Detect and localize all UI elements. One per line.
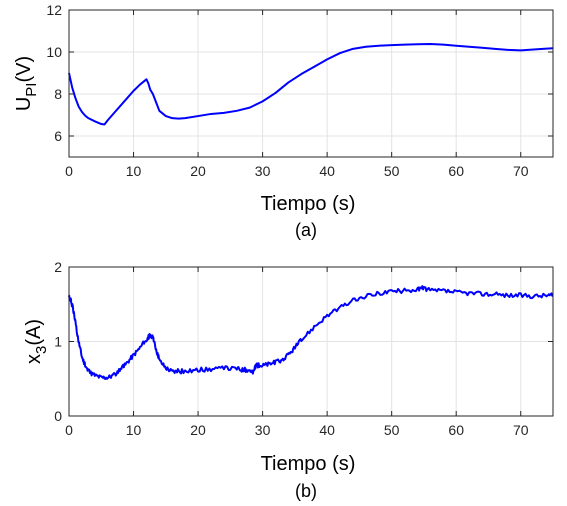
x-tick-label: 70 [513,422,529,438]
y-axis-label: x3(A) [23,319,50,364]
y-tick-label: 6 [54,128,62,144]
x-tick-label: 40 [319,163,335,179]
x-tick-label: 50 [384,422,400,438]
chart-panel-a: 0 10 20 30 40 50 60 70 6 8 10 12 Tiempo (s) UPI(V) (a) [13,2,554,240]
x-tick-label: 10 [126,163,142,179]
x-axis-label: Tiempo (s) [261,193,356,215]
y-tick-label: 0 [54,408,62,424]
y-tick-label: 2 [54,259,62,275]
x-tick-label: 60 [448,163,464,179]
x-tick-label: 10 [126,422,142,438]
x-tick-label: 50 [384,163,400,179]
panel-caption: (a) [295,220,317,240]
x-tick-label: 60 [448,422,464,438]
plot-area [69,10,553,157]
x-tick-label: 30 [255,422,271,438]
y-tick-label: 12 [46,2,62,18]
axes-box [68,9,554,158]
x-tick-label: 20 [190,163,206,179]
series-line [68,43,554,126]
series-line [68,285,554,380]
x-tick-label: 40 [319,422,335,438]
x-axis-label: Tiempo (s) [261,453,356,475]
chart-panel-b: 0 10 20 30 40 50 60 70 0 1 2 Tiempo (s) x3(A) (b) [23,259,554,501]
x-tick-label: 0 [65,422,73,438]
y-tick-label: 10 [46,44,62,60]
x-tick-label: 0 [65,163,73,179]
y-tick-label: 8 [54,86,62,102]
y-axis-label: UPI(V) [13,56,40,111]
x-tick-label: 20 [190,422,206,438]
panel-caption: (b) [295,481,317,501]
x-tick-label: 30 [255,163,271,179]
y-tick-label: 1 [54,334,62,350]
x-tick-label: 70 [513,163,529,179]
